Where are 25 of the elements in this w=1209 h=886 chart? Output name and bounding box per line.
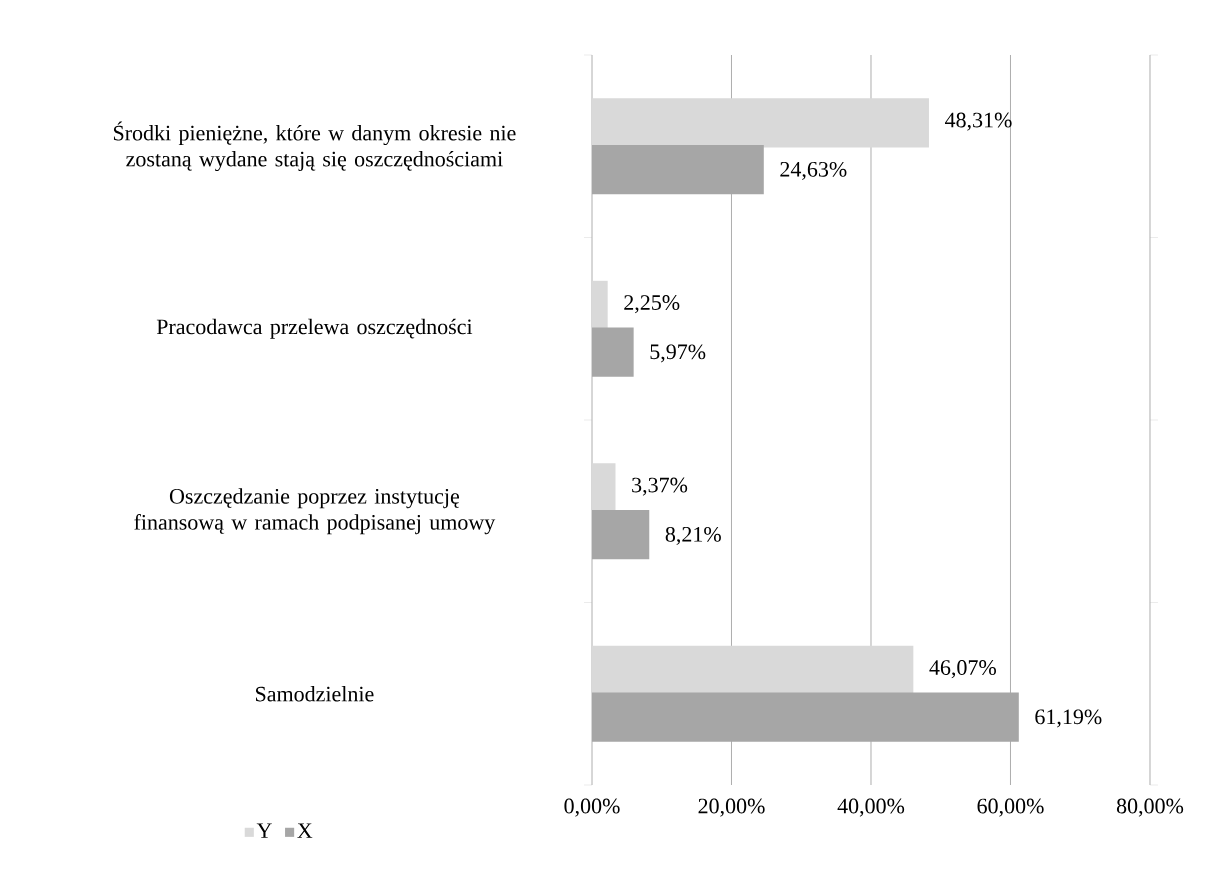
data-label: 46,07% (929, 660, 996, 679)
bar (592, 98, 929, 148)
bar (592, 463, 616, 513)
y-tick-label: Samodzielnie (255, 686, 374, 702)
x-tick-label: 0,00% (564, 798, 620, 817)
legend-label: X (297, 823, 313, 838)
x-tick-label: 80,00% (1116, 798, 1184, 817)
data-label: 2,25% (624, 295, 680, 314)
bar (592, 327, 634, 377)
data-label: 8,21% (665, 526, 721, 545)
x-tick-label: 20,00% (698, 798, 765, 817)
data-label: 24,63% (780, 161, 847, 180)
y-tick-label: Środki pieniężne, które w danym okresie nie zostaną wydane stają się oszczędnościami (113, 121, 516, 172)
data-label: 48,31% (945, 112, 1012, 131)
data-label: 61,19% (1035, 709, 1102, 728)
data-label: 3,37% (632, 477, 688, 496)
x-tick-label: 40,00% (837, 798, 905, 817)
bar (592, 509, 650, 560)
y-tick-label: Pracodawca przelewa oszczędności (156, 318, 473, 339)
y-tick-label: Oszczędzanie poprzez instytucję finansową w ramach podpisanej umowy (134, 488, 496, 535)
bar (592, 144, 764, 195)
data-label: 5,97% (650, 344, 706, 363)
legend-label: Y (256, 823, 272, 838)
x-tick-label: 60,00% (977, 798, 1044, 817)
bar (592, 692, 1019, 742)
